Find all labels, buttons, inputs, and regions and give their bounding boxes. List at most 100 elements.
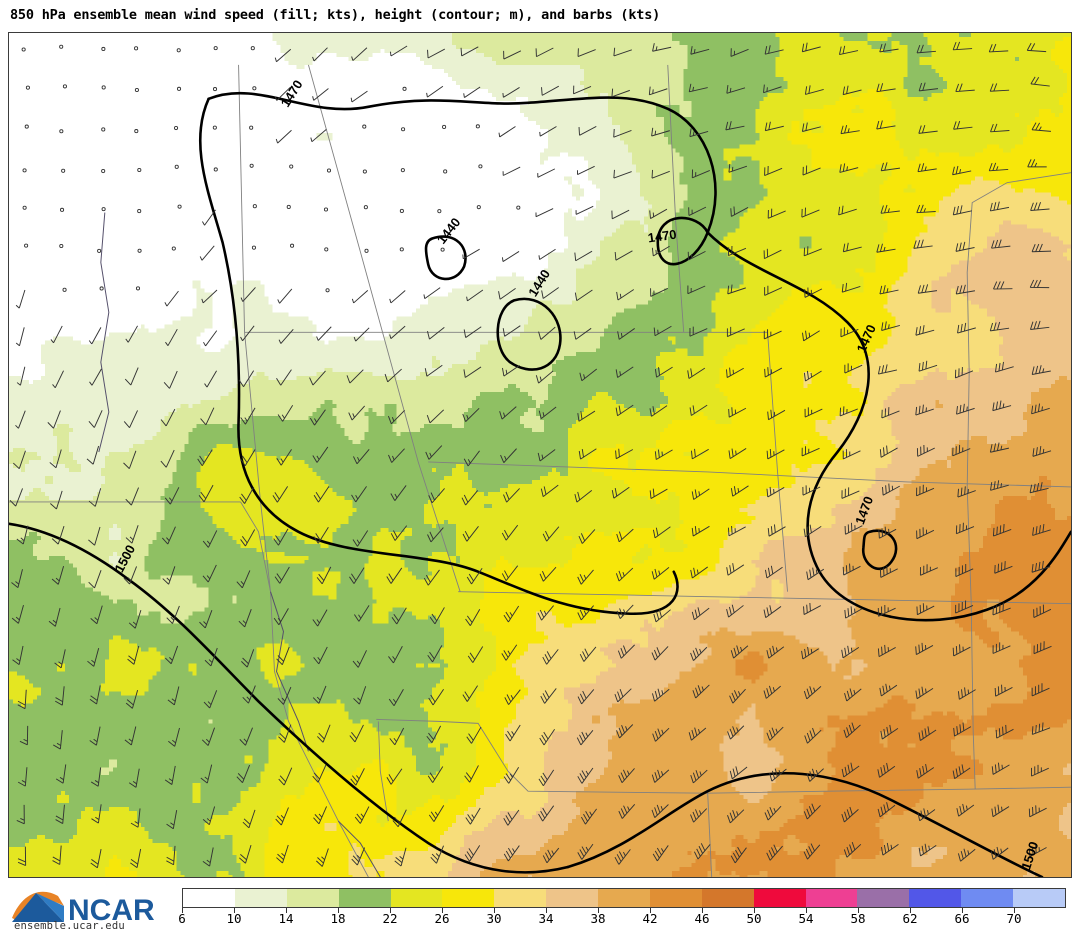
wind-barb — [576, 729, 594, 746]
wind-barb — [350, 90, 368, 103]
wind-barb — [881, 321, 900, 331]
wind-barb — [500, 448, 517, 463]
wind-barb — [516, 205, 521, 210]
colorbar-swatch — [753, 889, 806, 907]
wind-barb — [687, 367, 706, 379]
wind-barb — [466, 726, 482, 744]
wind-barb — [649, 208, 668, 219]
height-contour — [496, 297, 562, 371]
wind-barb — [804, 287, 823, 298]
wind-barb — [767, 208, 786, 219]
wind-barb — [956, 803, 975, 817]
wind-barb — [882, 483, 900, 496]
wind-barb — [134, 129, 139, 134]
header-bar: 850 hPa ensemble mean wind speed (fill; … — [0, 0, 1080, 85]
wind-barb — [462, 248, 480, 260]
wind-barb — [916, 484, 935, 497]
wind-barb — [166, 845, 176, 866]
colorbar-tick-label: 26 — [434, 911, 450, 926]
wind-barb — [763, 685, 781, 699]
wind-barb — [803, 246, 822, 257]
wind-barb — [239, 727, 253, 746]
colorbar[interactable] — [182, 888, 1066, 908]
wind-barb — [990, 480, 1009, 491]
wind-barb — [137, 248, 142, 253]
colorbar-swatch — [598, 889, 650, 907]
wind-barb — [618, 804, 636, 819]
wind-barb — [312, 88, 329, 101]
wind-barb — [728, 164, 748, 173]
wind-barb — [101, 169, 106, 174]
wind-barb — [22, 168, 27, 173]
wind-barb — [325, 288, 330, 293]
wind-barb — [991, 762, 1010, 775]
wind-barb — [503, 845, 520, 862]
wind-barb — [200, 407, 215, 426]
wind-barb — [503, 488, 520, 503]
wind-barb — [880, 724, 899, 740]
wind-barb — [806, 768, 824, 782]
wind-barb — [801, 42, 821, 53]
height-contour — [198, 97, 679, 615]
wind-barb — [763, 329, 782, 340]
wind-barb — [213, 167, 218, 172]
wind-barb — [252, 204, 257, 209]
map-panel[interactable]: 1470 1440 1440 1470 1470 1470 1500 1500 — [8, 32, 1072, 878]
wind-barb — [844, 606, 863, 619]
wind-barb — [539, 729, 556, 746]
colorbar-tick — [650, 908, 651, 913]
wind-barb — [616, 724, 634, 739]
wind-barb — [386, 567, 403, 584]
wind-barb — [289, 164, 294, 169]
wind-barb — [542, 847, 560, 864]
colorbar-swatch — [1013, 889, 1065, 907]
wind-barb — [19, 725, 29, 746]
height-contour — [9, 522, 570, 874]
wind-barb — [364, 248, 369, 253]
wind-barb — [278, 328, 294, 344]
wind-barb — [577, 569, 594, 585]
wind-barb — [842, 242, 862, 253]
wind-barb — [763, 248, 782, 260]
wind-barb — [841, 806, 859, 823]
wind-barb — [1028, 844, 1047, 857]
wind-barb — [538, 326, 556, 340]
ncar-logo[interactable]: NCAR — [6, 884, 174, 932]
wind-barb — [915, 642, 934, 655]
wind-barb — [130, 808, 141, 828]
wind-barb — [876, 120, 896, 130]
wind-barb — [86, 445, 100, 465]
wind-barb — [957, 322, 976, 334]
wind-barb — [161, 526, 176, 545]
wind-barb — [160, 449, 175, 468]
wind-barb — [89, 368, 102, 386]
wind-barb — [844, 522, 863, 535]
wind-barb — [954, 367, 974, 379]
wind-barb — [728, 448, 747, 460]
wind-barb — [690, 769, 708, 784]
wind-barb — [476, 205, 481, 210]
wind-barb — [690, 46, 710, 55]
wind-barb — [918, 843, 937, 857]
wind-barb — [62, 287, 67, 292]
wind-barb — [21, 47, 26, 52]
colorbar-tick — [182, 908, 183, 913]
wind-barb — [690, 646, 708, 661]
wind-barb — [611, 88, 630, 98]
wind-barb — [955, 600, 974, 614]
wind-barb — [312, 685, 327, 704]
wind-barb — [538, 406, 557, 420]
wind-barb — [994, 561, 1013, 574]
wind-barb — [877, 604, 896, 617]
wind-barb — [125, 690, 139, 709]
wind-barb — [916, 44, 936, 54]
wind-barb — [542, 526, 560, 542]
wind-barb — [687, 285, 706, 295]
wind-barb — [537, 449, 556, 462]
ncar-url[interactable]: ensemble.ucar.edu — [14, 920, 125, 932]
wind-barb — [17, 846, 27, 866]
colorbar-swatch — [701, 889, 754, 907]
wind-barb — [312, 609, 328, 627]
wind-barb — [651, 769, 670, 783]
